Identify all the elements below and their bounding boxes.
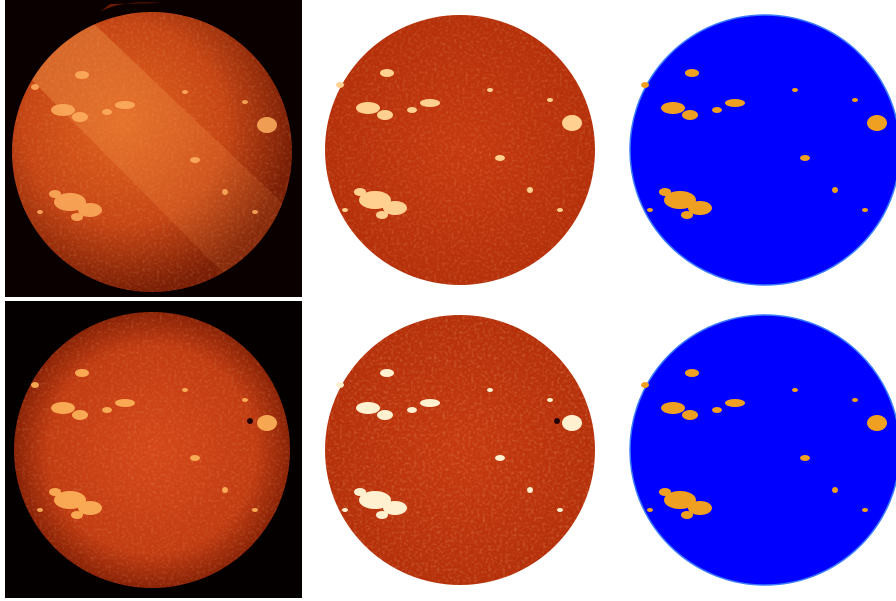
texture (14, 312, 290, 588)
sun-raw-top (12, 2, 292, 292)
stray-light (12, 20, 292, 292)
sun-raw-bottom (14, 312, 290, 588)
mask-bottom (629, 314, 896, 586)
sun-normalized-top (325, 15, 595, 285)
sunspot (247, 418, 253, 424)
texture (325, 15, 595, 285)
texture (325, 315, 595, 585)
sun-normalized-bottom (325, 315, 595, 585)
mask-top (629, 14, 896, 286)
disc-mask (629, 14, 896, 286)
sunspot (554, 418, 560, 424)
edge (100, 2, 160, 12)
disc-mask (629, 314, 896, 586)
